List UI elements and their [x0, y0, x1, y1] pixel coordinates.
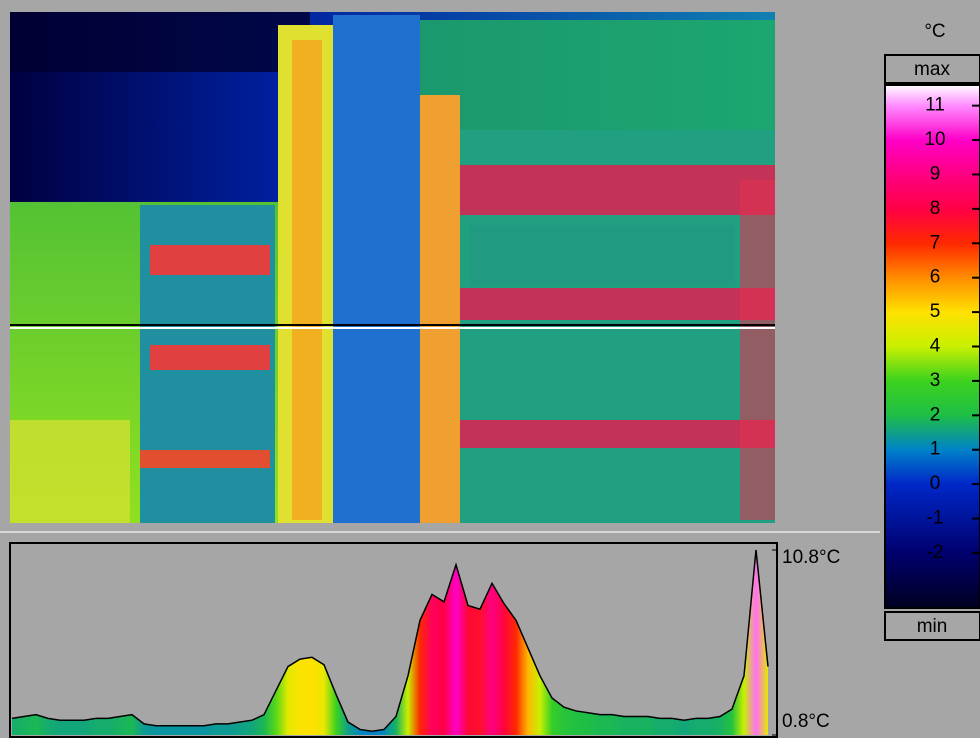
thermal-image: [10, 12, 775, 523]
colorbar-tick-label: -1: [927, 508, 944, 529]
colorbar-tick-label: 6: [930, 267, 941, 288]
colorbar-tick-label: 4: [930, 336, 941, 357]
colorbar-tick-label: 11: [925, 95, 945, 116]
thermal-window: °C max min 11109876543210-1-210.8°C0.8°C: [0, 0, 980, 738]
colorbar-tick-label: 7: [930, 232, 941, 253]
colorbar-tick-label: 0: [930, 473, 941, 494]
colorbar-tick-label: 2: [930, 404, 941, 425]
colorbar-tick-label: 3: [930, 370, 941, 391]
profile-panel: [10, 543, 777, 737]
profile-tick-label: 10.8°C: [782, 547, 840, 568]
colorbar-tick-label: 10: [924, 129, 945, 150]
colorbar-tick-label: -2: [927, 542, 944, 563]
colorbar-tick-label: 5: [930, 301, 941, 322]
page: °C max min 11109876543210-1-210.8°C0.8°C…: [0, 0, 980, 738]
colorbar-tick-label: 9: [930, 163, 941, 184]
profile-tick-label: 0.8°C: [782, 711, 830, 732]
colorbar-tick-label: 8: [930, 198, 941, 219]
min-label: min: [917, 616, 948, 637]
unit-label: °C: [924, 21, 945, 42]
max-label: max: [914, 59, 950, 80]
colorbar-tick-label: 1: [930, 439, 941, 460]
